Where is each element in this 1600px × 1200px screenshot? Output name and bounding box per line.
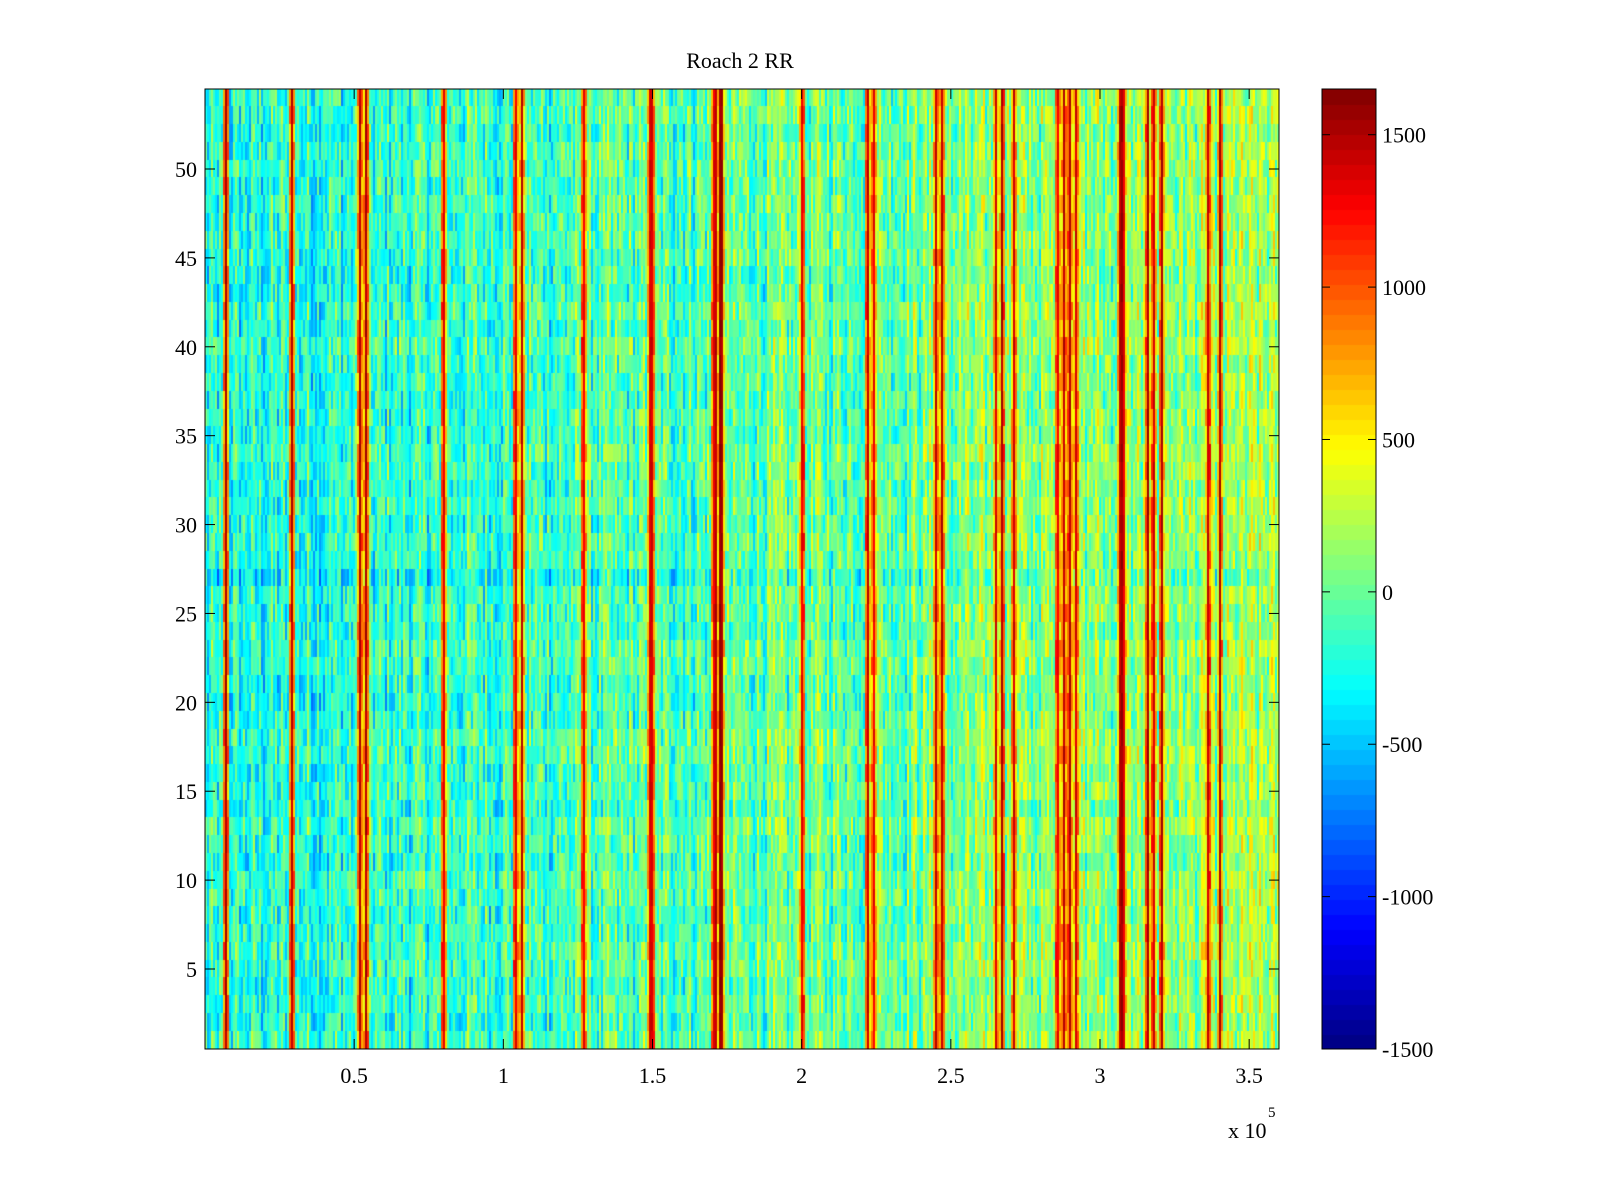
x-tick-label: 3 [1095,1063,1106,1088]
y-tick-label: 35 [175,424,197,449]
chart-title: Roach 2 RR [686,48,794,73]
y-tick-label: 15 [175,779,197,804]
heatmap-image [205,89,1279,1049]
x-axis: 0.5 1 1.5 2 2.5 3 3.5 [340,89,1263,1088]
colorbar-tick-label: 0 [1382,580,1393,605]
y-tick-label: 45 [175,246,197,271]
x-tick-label: 1 [498,1063,509,1088]
colorbar-tick-label: 1500 [1382,123,1426,148]
colorbar-tick-label: -1500 [1382,1037,1433,1062]
colorbar-frame [1321,88,1377,1050]
y-tick-label: 30 [175,513,197,538]
y-axis: 5 10 15 20 25 30 35 40 45 50 [175,157,1279,982]
colorbar-gradient [1322,89,1376,1049]
axes-frame [204,88,1280,1050]
x-tick-label: 2.5 [937,1063,965,1088]
y-tick-label: 25 [175,601,197,626]
colorbar-tick-label: 1000 [1382,275,1426,300]
x-tick-label: 1.5 [639,1063,667,1088]
x-tick-label: 2 [796,1063,807,1088]
x-tick-label: 3.5 [1235,1063,1263,1088]
colorbar-tick-label: 500 [1382,427,1415,452]
y-tick-label: 40 [175,335,197,360]
y-tick-label: 20 [175,690,197,715]
y-tick-label: 10 [175,868,197,893]
x-tick-label: 0.5 [340,1063,368,1088]
y-tick-label: 50 [175,157,197,182]
x-multiplier-exponent: 5 [1268,1105,1276,1121]
colorbar-tick-label: -500 [1382,732,1422,757]
colorbar-tick-label: -1000 [1382,885,1433,910]
colorbar-axis: 1500 1000 500 0 -500 -1000 -1500 [1322,123,1433,1062]
x-multiplier-label: x 10 [1228,1118,1267,1143]
y-tick-label: 5 [186,957,197,982]
